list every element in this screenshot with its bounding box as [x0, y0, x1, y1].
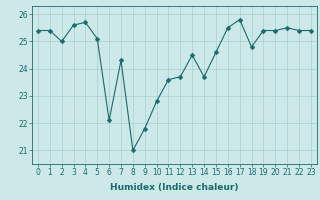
- X-axis label: Humidex (Indice chaleur): Humidex (Indice chaleur): [110, 183, 239, 192]
